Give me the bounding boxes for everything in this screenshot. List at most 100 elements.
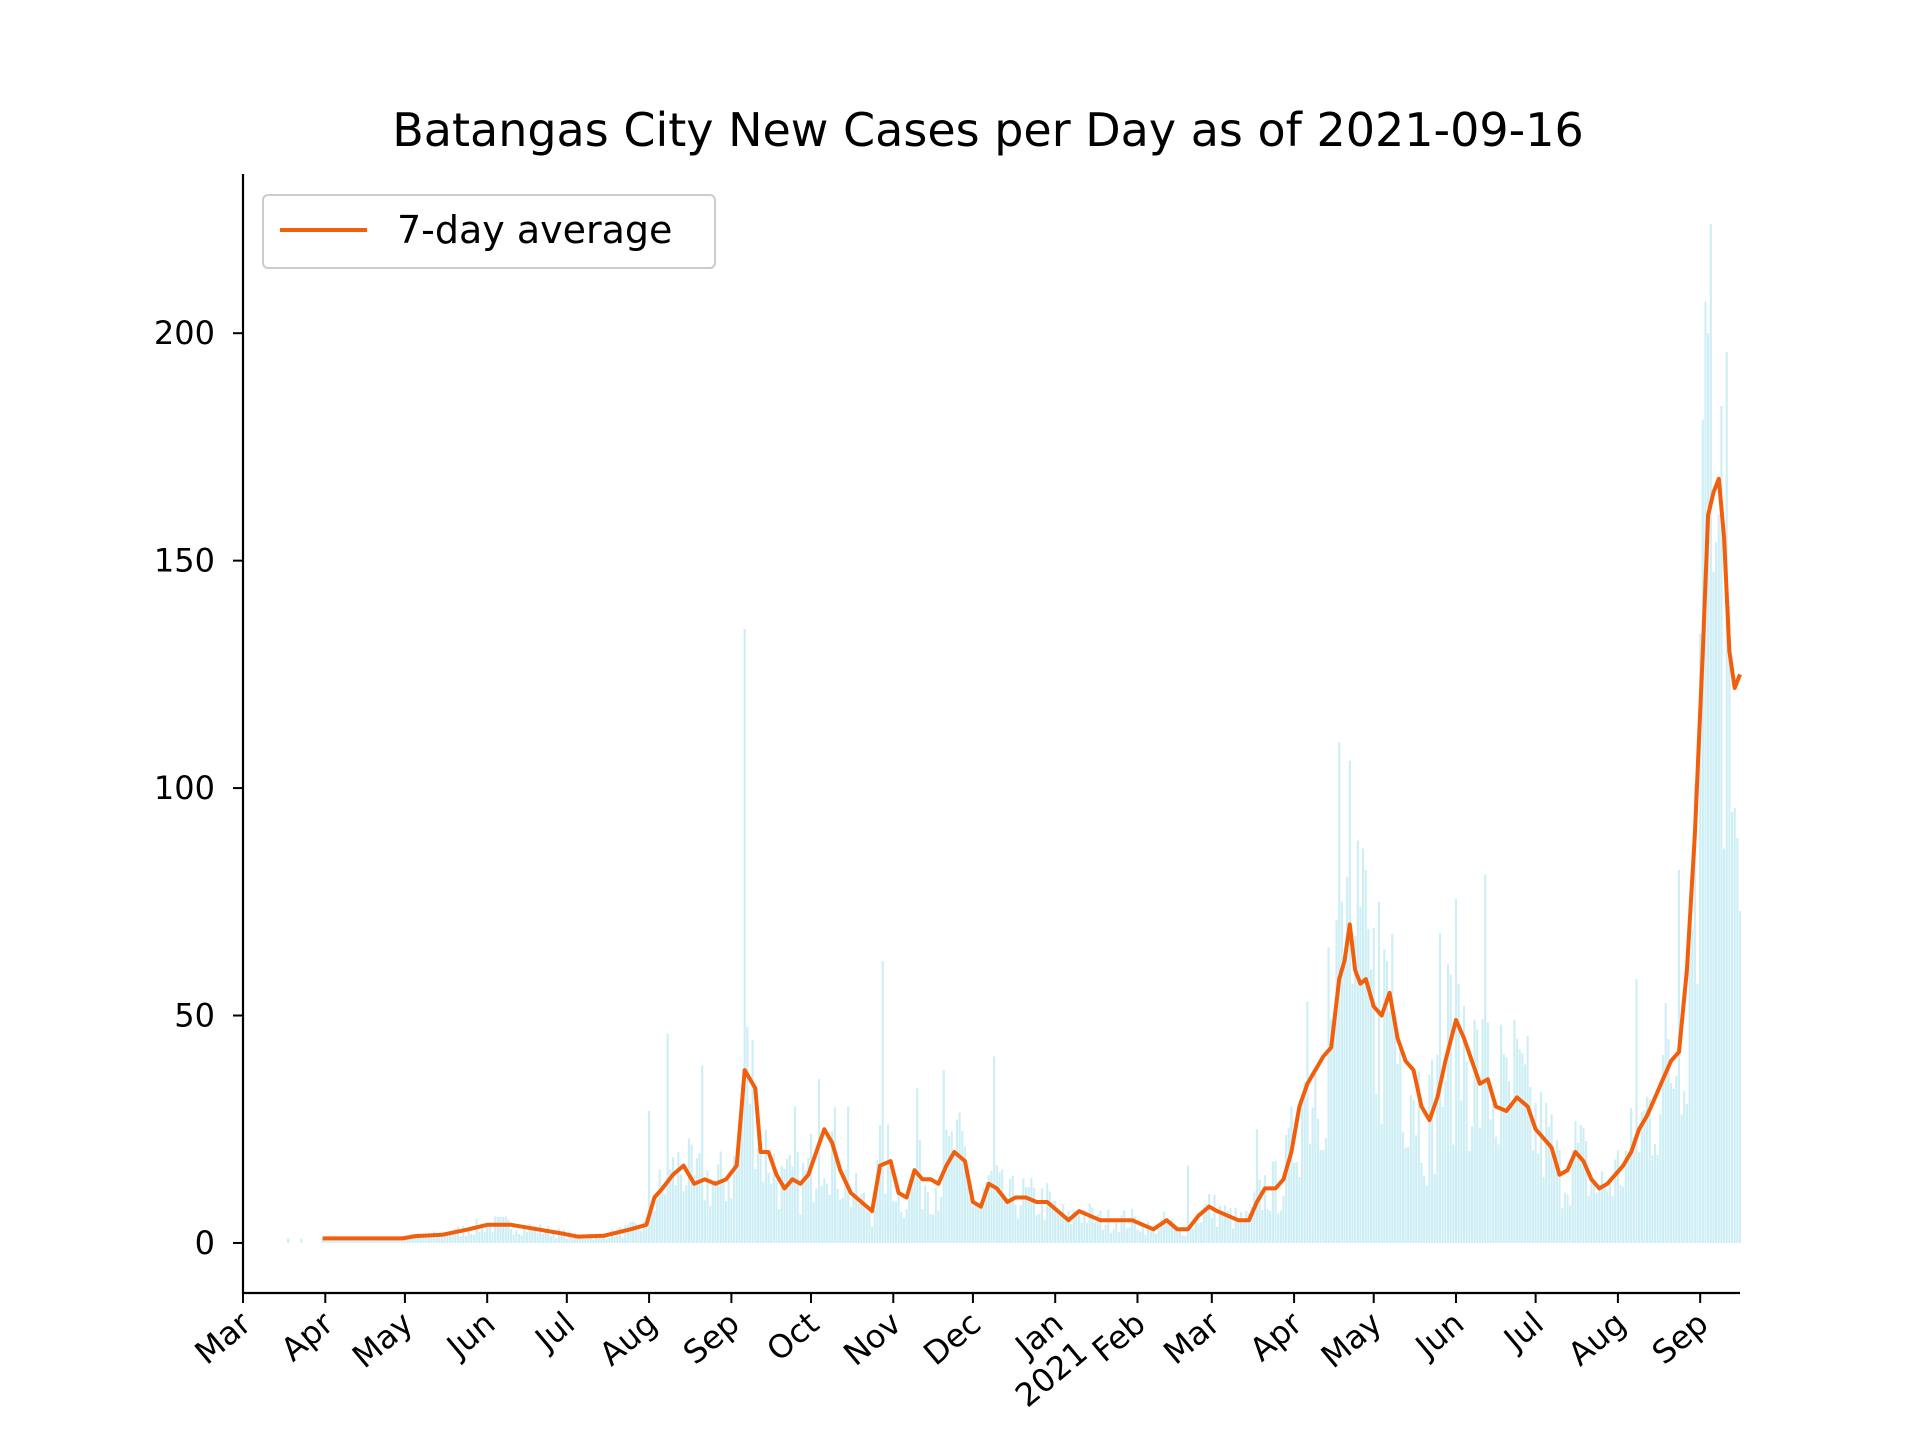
daily-bar [1354, 935, 1357, 1243]
daily-bar [1513, 1020, 1516, 1243]
daily-bar [1415, 1135, 1418, 1243]
daily-bar [1200, 1222, 1203, 1243]
daily-bar [690, 1144, 693, 1243]
daily-bar [1489, 1119, 1492, 1243]
daily-bar [1704, 301, 1707, 1243]
daily-bar [786, 1159, 789, 1243]
daily-bar [586, 1238, 590, 1243]
daily-bar [1117, 1232, 1120, 1243]
daily-bar [1019, 1205, 1022, 1243]
daily-bar [1558, 1150, 1561, 1243]
daily-bar [600, 1234, 603, 1243]
daily-bar [653, 1210, 656, 1243]
daily-bar [1377, 901, 1381, 1243]
daily-bar [801, 1162, 805, 1243]
daily-bar [833, 1107, 836, 1243]
daily-bar [1425, 1185, 1428, 1243]
daily-bar [663, 1194, 667, 1243]
daily-bar [1375, 1093, 1378, 1243]
daily-bar [433, 1231, 436, 1243]
daily-bar [934, 1188, 937, 1243]
daily-bar [1192, 1228, 1195, 1243]
daily-bar [531, 1228, 534, 1243]
daily-bar [1160, 1219, 1163, 1243]
daily-bar [1314, 1073, 1317, 1243]
daily-bar [353, 1240, 356, 1243]
y-tick-label: 50 [174, 997, 215, 1035]
daily-bar [1300, 1103, 1304, 1243]
daily-bar [1515, 1038, 1519, 1243]
daily-bar [1587, 1195, 1590, 1243]
daily-bar [1024, 1187, 1028, 1243]
daily-bar [1051, 1201, 1054, 1243]
daily-bar [1184, 1236, 1187, 1243]
daily-bar [1263, 1175, 1266, 1243]
daily-bar [1003, 1201, 1006, 1243]
daily-bar [1611, 1196, 1614, 1243]
daily-bar [470, 1234, 473, 1243]
daily-bar [1569, 1205, 1572, 1243]
daily-bar [987, 1175, 990, 1243]
daily-bar [366, 1239, 369, 1243]
daily-bar [1672, 1089, 1675, 1243]
daily-bar [950, 1131, 953, 1243]
daily-bar [1478, 1127, 1481, 1243]
daily-bar [1141, 1222, 1144, 1243]
daily-bar [1539, 1092, 1542, 1243]
daily-bar [709, 1206, 712, 1243]
daily-bar [1661, 1055, 1665, 1243]
daily-bar [1441, 1107, 1444, 1243]
daily-bar [1385, 961, 1389, 1243]
daily-bar [1324, 1138, 1327, 1243]
daily-bar [422, 1234, 425, 1243]
daily-bar [985, 1182, 988, 1243]
daily-bar [1388, 1011, 1391, 1243]
daily-bars [241, 224, 1742, 1243]
daily-bar [547, 1226, 550, 1243]
daily-bar [602, 1235, 606, 1243]
seven-day-average-line [322, 476, 1742, 1241]
daily-bar [1738, 911, 1742, 1243]
daily-bar [1638, 1152, 1641, 1243]
daily-bar [1736, 838, 1739, 1243]
daily-bar [974, 1203, 977, 1243]
daily-bar [1555, 1140, 1558, 1243]
daily-bar [1155, 1233, 1158, 1243]
daily-bar [403, 1237, 406, 1243]
daily-bar [706, 1170, 709, 1243]
y-tick-label: 150 [154, 542, 215, 580]
daily-bar [794, 1106, 797, 1243]
daily-bar [947, 1136, 951, 1243]
daily-bar [1046, 1183, 1049, 1243]
daily-bar [1500, 1024, 1503, 1243]
daily-bar [905, 1208, 908, 1243]
daily-bar [563, 1229, 566, 1243]
daily-bar [345, 1238, 348, 1243]
daily-bar [1502, 1054, 1505, 1243]
daily-bar [374, 1239, 377, 1243]
daily-bar [438, 1233, 441, 1243]
daily-bar [552, 1232, 555, 1243]
daily-bar [1131, 1209, 1134, 1243]
daily-bar [953, 1158, 956, 1243]
daily-bar [1030, 1178, 1033, 1243]
daily-bar [1643, 1110, 1646, 1243]
daily-bar [748, 1103, 752, 1243]
daily-bar [1091, 1207, 1094, 1243]
daily-bar [751, 1039, 754, 1243]
daily-bar [1343, 957, 1346, 1243]
daily-bar [634, 1223, 637, 1243]
daily-bar [1404, 1147, 1407, 1243]
daily-bar [1088, 1203, 1091, 1243]
daily-bar [414, 1236, 417, 1243]
daily-bar [1247, 1212, 1251, 1243]
daily-bar [1054, 1200, 1057, 1243]
daily-bar [1194, 1216, 1197, 1243]
daily-bar [1170, 1219, 1174, 1243]
daily-bar [860, 1194, 863, 1243]
daily-bar [515, 1230, 518, 1243]
daily-bar [979, 1203, 982, 1243]
daily-bar [1208, 1194, 1211, 1243]
daily-bar [955, 1119, 959, 1243]
daily-bar [1261, 1209, 1264, 1243]
